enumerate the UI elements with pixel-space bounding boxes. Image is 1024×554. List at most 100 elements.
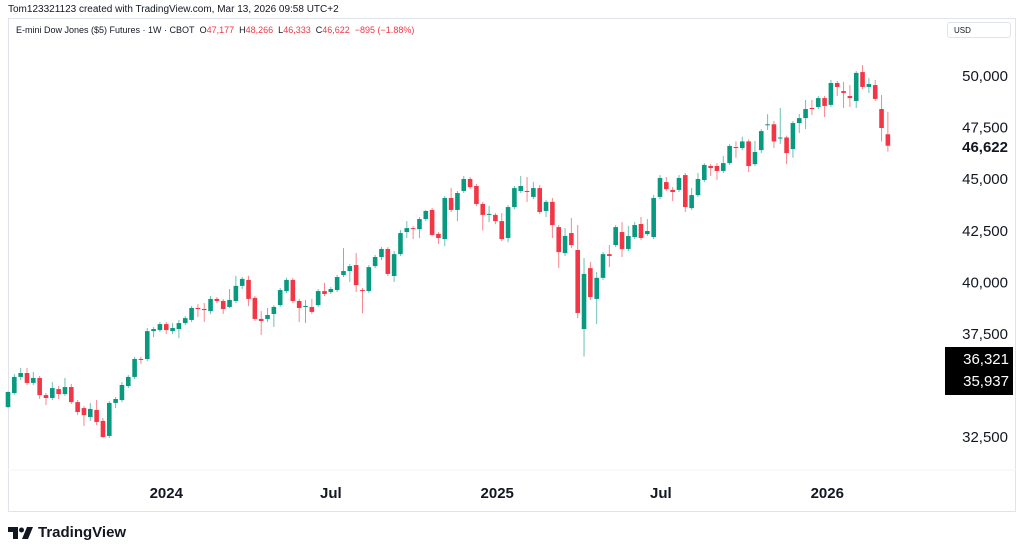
candle-body xyxy=(461,178,467,191)
candle xyxy=(195,304,201,318)
candle-body xyxy=(113,399,118,403)
candle xyxy=(834,80,840,97)
candle xyxy=(322,283,327,297)
candle-body xyxy=(493,214,498,222)
price-axis: 50,000 47,500 45,000 42,500 40,000 37,500 32,5… xyxy=(962,68,1008,446)
candle-body xyxy=(815,98,821,107)
candle xyxy=(372,254,378,269)
candle xyxy=(246,275,251,307)
candle xyxy=(537,184,543,215)
candle-body xyxy=(252,297,258,319)
candle xyxy=(62,377,68,396)
candle-body xyxy=(87,408,93,417)
candle xyxy=(467,176,473,189)
candle xyxy=(720,156,726,174)
candle xyxy=(847,85,853,107)
candle xyxy=(581,258,587,357)
candle-body xyxy=(739,141,745,149)
price-tick-label: 40,000 xyxy=(962,274,1008,291)
candle xyxy=(144,328,150,362)
candle xyxy=(512,186,517,210)
candle-body xyxy=(429,209,435,235)
last-price-label: 46,622 xyxy=(962,139,1008,156)
candle xyxy=(189,306,194,323)
candle xyxy=(5,391,11,408)
candle-body xyxy=(645,231,650,235)
candle xyxy=(613,225,618,248)
candle xyxy=(588,261,593,300)
candle xyxy=(885,111,891,152)
candle xyxy=(157,322,163,332)
candle-body xyxy=(512,188,517,208)
candle-body xyxy=(784,137,789,153)
time-tick-label: Jul xyxy=(320,485,342,502)
candle xyxy=(853,71,859,108)
candle-body xyxy=(5,391,11,408)
candle-body xyxy=(752,151,758,165)
candle-body xyxy=(176,323,182,330)
candle xyxy=(277,287,283,307)
candle xyxy=(12,374,17,395)
candle xyxy=(518,175,524,194)
candle xyxy=(531,182,536,200)
candle-body xyxy=(518,186,524,191)
candle xyxy=(689,188,694,210)
candle-body xyxy=(486,213,492,215)
candle-body xyxy=(720,163,726,171)
candle xyxy=(499,213,505,242)
candle xyxy=(113,396,118,409)
candle-body xyxy=(151,329,156,332)
candle xyxy=(486,206,492,223)
candle-body xyxy=(391,254,397,276)
candle xyxy=(676,175,682,192)
candle xyxy=(841,81,846,108)
candle xyxy=(398,229,403,256)
candle-body xyxy=(284,279,289,292)
close-value: 46,622 xyxy=(322,25,350,35)
price-tick-label: 37,500 xyxy=(962,326,1008,343)
candle xyxy=(879,94,884,142)
candle-body xyxy=(125,376,131,387)
candle-body xyxy=(657,177,663,197)
tradingview-logo-icon xyxy=(8,526,33,539)
candle xyxy=(860,65,865,90)
currency-button[interactable]: USD xyxy=(947,22,1011,38)
candle-body xyxy=(442,197,448,240)
candle-body xyxy=(417,219,422,230)
close-label: C xyxy=(315,25,323,35)
candle-body xyxy=(309,306,315,312)
candle-body xyxy=(702,164,707,181)
candle xyxy=(265,307,270,323)
candle xyxy=(69,383,74,404)
candle xyxy=(334,274,340,293)
candle xyxy=(803,99,808,130)
candle-body xyxy=(537,188,543,213)
candle-body xyxy=(588,268,593,298)
price-tick-label: 50,000 xyxy=(962,68,1008,85)
candle-body xyxy=(18,373,23,377)
candle-body xyxy=(423,210,429,220)
candle-body xyxy=(214,298,220,301)
candle xyxy=(752,141,758,166)
candle-body xyxy=(638,223,644,239)
symbol-title[interactable]: E-mini Dow Jones ($5) Futures · 1W · CBO… xyxy=(16,25,195,35)
candle xyxy=(714,163,720,181)
price-tick-label: 45,000 xyxy=(962,171,1008,188)
candle xyxy=(777,107,783,144)
candle xyxy=(417,216,422,239)
high-label: H xyxy=(239,25,246,35)
candle-body xyxy=(138,358,144,361)
time-tick-label: 2025 xyxy=(481,485,514,502)
candle xyxy=(296,298,302,323)
candle-body xyxy=(277,290,283,306)
candle xyxy=(505,205,511,243)
candle-body xyxy=(81,408,87,416)
candle xyxy=(423,209,429,222)
candle xyxy=(151,326,156,338)
candle xyxy=(632,222,637,240)
candle xyxy=(303,299,308,324)
candle xyxy=(436,232,441,245)
tradingview-logo[interactable]: TradingView xyxy=(8,524,126,541)
chart-credit: Tom123321123 created with TradingView.co… xyxy=(8,4,339,15)
